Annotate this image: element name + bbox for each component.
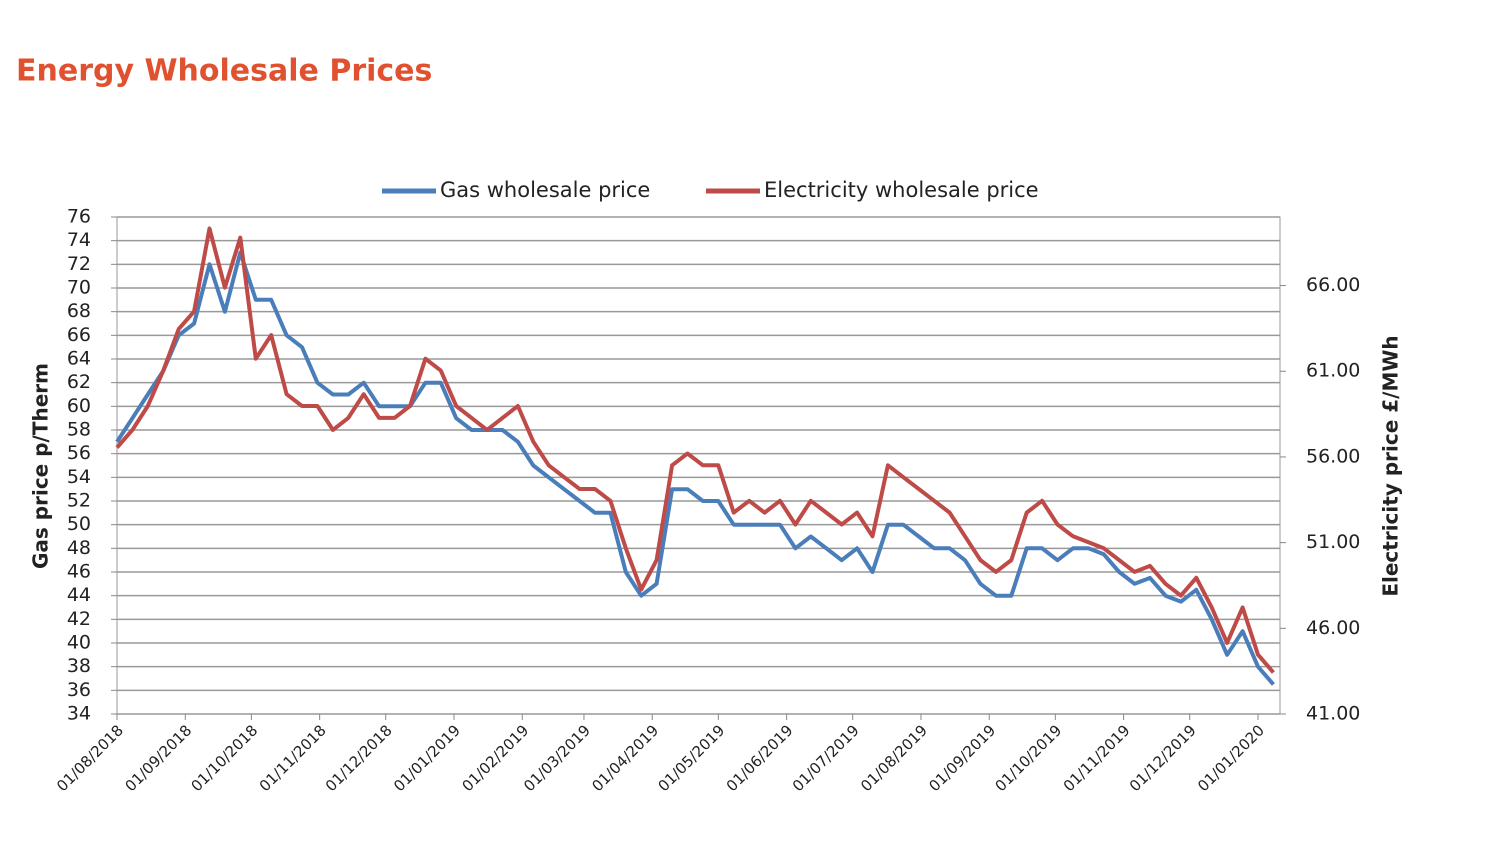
x-tick-label: 01/07/2019 <box>789 721 863 795</box>
y-tick-label: 34 <box>67 703 91 725</box>
x-tick-label: 01/11/2018 <box>256 721 330 795</box>
y-tick-label: 58 <box>67 419 91 441</box>
y2-tick-label: 56.00 <box>1306 445 1360 467</box>
y2-tick-label: 46.00 <box>1306 617 1360 639</box>
y-tick-label: 56 <box>67 442 91 464</box>
y-tick-label: 72 <box>67 253 91 275</box>
x-tick-label: 01/05/2019 <box>654 721 728 795</box>
y-tick-label: 74 <box>67 229 91 251</box>
y-tick-label: 42 <box>67 608 91 630</box>
x-tick-label: 01/01/2019 <box>390 721 464 795</box>
series-line <box>115 226 1275 674</box>
y2-tick-label: 66.00 <box>1306 274 1360 296</box>
x-tick-label: 01/04/2019 <box>588 721 662 795</box>
y-tick-label: 52 <box>67 490 91 512</box>
y2-tick-label: 51.00 <box>1306 531 1360 553</box>
x-tick-label: 01/03/2019 <box>520 721 594 795</box>
y-tick-label: 40 <box>67 632 91 654</box>
y2-tick-label: 61.00 <box>1306 360 1360 382</box>
x-tick-label: 01/09/2018 <box>121 721 195 795</box>
page-title: Energy Wholesale Prices <box>16 54 432 89</box>
y-tick-label: 36 <box>67 679 91 701</box>
legend-label: Gas wholesale price <box>440 178 650 202</box>
y-tick-label: 48 <box>67 537 91 559</box>
x-tick-label: 01/10/2019 <box>991 721 1065 795</box>
y2-axis-label: Electricity price £/MWh <box>1379 335 1403 596</box>
y2-tick-label: 41.00 <box>1306 703 1360 725</box>
y-tick-label: 68 <box>67 300 91 322</box>
x-tick-label: 01/08/2018 <box>53 721 127 795</box>
legend-label: Electricity wholesale price <box>764 178 1039 202</box>
y-tick-label: 70 <box>67 277 91 299</box>
x-tick-label: 01/01/2020 <box>1194 721 1268 795</box>
y-tick-label: 50 <box>67 513 91 535</box>
y-tick-label: 64 <box>67 348 91 370</box>
y-axis-label: Gas price p/Therm <box>29 363 53 569</box>
y-tick-label: 54 <box>67 466 91 488</box>
y-tick-label: 60 <box>67 395 91 417</box>
y-tick-label: 66 <box>67 324 91 346</box>
y-tick-label: 62 <box>67 371 91 393</box>
x-tick-label: 01/10/2018 <box>188 721 262 795</box>
x-tick-label: 01/12/2018 <box>322 721 396 795</box>
y-tick-label: 46 <box>67 561 91 583</box>
y-tick-label: 44 <box>67 584 91 606</box>
plot-area <box>116 216 1281 715</box>
series-line <box>115 250 1275 686</box>
x-tick-label: 01/09/2019 <box>925 721 999 795</box>
x-tick-label: 01/12/2019 <box>1126 721 1200 795</box>
x-tick-label: 01/11/2019 <box>1060 721 1134 795</box>
y-tick-label: 76 <box>67 206 91 228</box>
x-tick-label: 01/08/2019 <box>857 721 931 795</box>
x-tick-label: 01/06/2019 <box>723 721 797 795</box>
y-tick-label: 38 <box>67 655 91 677</box>
